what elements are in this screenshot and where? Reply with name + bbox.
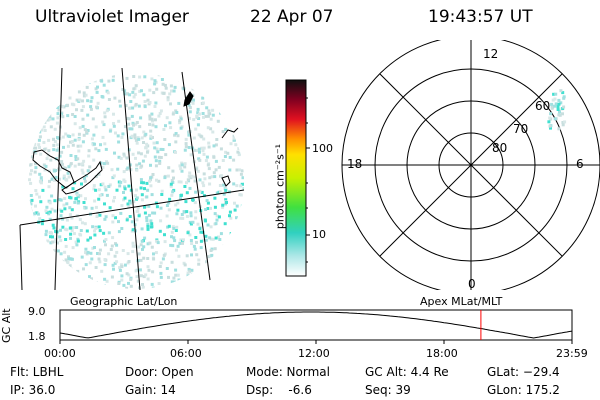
- time-label: 19:43:57 UT: [428, 7, 533, 27]
- time-tick-label: 00:00: [44, 347, 76, 360]
- time-tick-label: 12:00: [298, 347, 330, 360]
- mlt-label: 0: [468, 277, 476, 290]
- app-title: Ultraviolet Imager: [35, 7, 189, 27]
- mlat-label: 60: [535, 99, 550, 113]
- dsp-info: Dsp: -6.6: [246, 383, 312, 397]
- geographic-image-panel: [19, 67, 245, 290]
- meridian-line: [54, 67, 63, 290]
- door-info: Door: Open: [125, 365, 194, 379]
- island-shape: [221, 127, 239, 139]
- meridian-line: [181, 71, 211, 281]
- mode-info: Mode: Normal: [246, 365, 330, 379]
- altitude-max-label: 9.0: [28, 305, 46, 318]
- altitude-axis-label: GC Alt: [0, 308, 13, 343]
- colorbar-tick-label: 10: [312, 228, 326, 241]
- filter-info: Flt: LBHL: [10, 365, 64, 379]
- mlat-label: 70: [513, 122, 528, 136]
- altitude-curve: [59, 311, 573, 339]
- time-tick-label: 23:59: [556, 347, 588, 360]
- mlt-label: 18: [347, 157, 362, 171]
- mlt-label: 6: [576, 157, 584, 171]
- coastline-shape: [61, 160, 103, 195]
- altitude-timeline-plot: [59, 309, 573, 344]
- glon-info: GLon: 175.2: [487, 383, 560, 397]
- mlat-label: 80: [492, 141, 507, 155]
- time-tick-label: 18:00: [426, 347, 458, 360]
- meridian-line: [19, 224, 23, 290]
- island-shape: [183, 91, 194, 107]
- seq-info: Seq: 39: [365, 383, 411, 397]
- time-tick-label: 06:00: [170, 347, 202, 360]
- ip-info: IP: 36.0: [10, 383, 56, 397]
- glat-info: GLat: −29.4: [487, 365, 560, 379]
- apex-panel-label: Apex MLat/MLT: [420, 295, 503, 308]
- gc-alt-info: GC Alt: 4.4 Re: [365, 365, 449, 379]
- colorbar-unit-label: photon cm⁻²s⁻¹: [273, 143, 287, 230]
- altitude-min-label: 1.8: [28, 330, 46, 343]
- polar-mlat-mlt-plot: 12 18 6 0 60 70 80: [341, 40, 600, 290]
- colorbar-tick-label: 100: [312, 142, 333, 155]
- geographic-panel-label: Geographic Lat/Lon: [70, 295, 178, 308]
- latitude-line: [19, 189, 245, 226]
- colorbar: [285, 79, 310, 277]
- mlt-label: 12: [483, 47, 498, 61]
- date-label: 22 Apr 07: [250, 7, 334, 27]
- island-shape: [221, 175, 231, 187]
- gain-info: Gain: 14: [125, 383, 176, 397]
- meridian-line: [121, 67, 141, 290]
